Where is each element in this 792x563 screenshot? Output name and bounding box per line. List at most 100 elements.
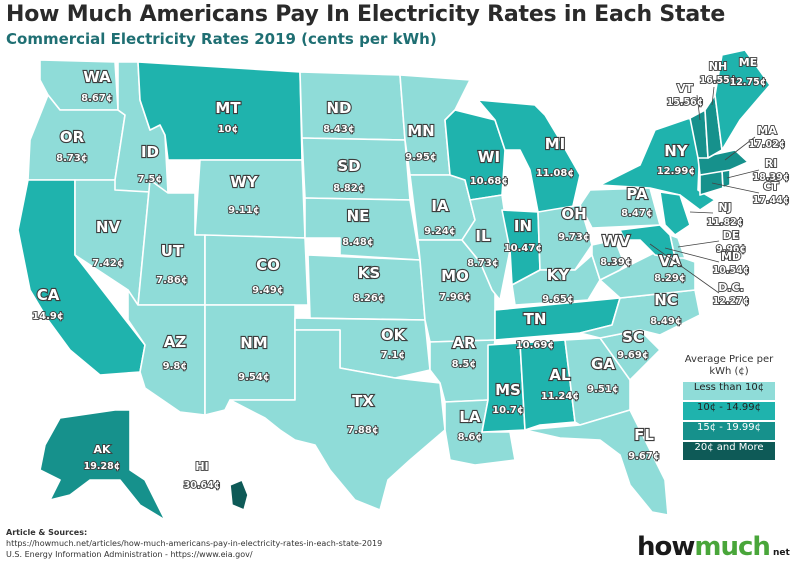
state-label-ky: KY xyxy=(547,266,571,284)
state-label-mt: MT xyxy=(215,99,241,117)
leader-line-de xyxy=(677,240,720,248)
state-price-mt: 10¢ xyxy=(218,124,239,135)
state-price-wi: 10.68¢ xyxy=(470,176,509,187)
state-fl xyxy=(524,409,669,516)
state-price-az: 9.8¢ xyxy=(163,361,188,372)
state-label-sd: SD xyxy=(337,157,360,175)
state-price-pa: 8.47¢ xyxy=(621,208,653,219)
state-wy xyxy=(194,159,306,239)
state-price-ky: 9.65¢ xyxy=(542,294,574,305)
state-price-ak: 19.28¢ xyxy=(84,461,121,472)
state-label-dc.: D.C. xyxy=(718,281,744,294)
state-price-in: 10.47¢ xyxy=(504,243,543,254)
howmuch-logo: howmuch net xyxy=(637,532,790,562)
state-label-nd: ND xyxy=(326,99,351,117)
state-price-hi: 30.64¢ xyxy=(184,480,221,491)
page-title: How Much Americans Pay In Electricity Ra… xyxy=(6,2,726,27)
state-nm xyxy=(204,304,296,416)
logo-much: much xyxy=(694,532,771,562)
state-price-tn: 10.69¢ xyxy=(516,340,555,351)
state-label-id: ID xyxy=(141,143,159,161)
state-price-or: 8.73¢ xyxy=(56,153,88,164)
state-price-ny: 12.99¢ xyxy=(657,166,696,177)
state-price-md: 10.54¢ xyxy=(713,265,750,276)
sources-link-article[interactable]: https://howmuch.net/articles/how-much-am… xyxy=(6,539,383,548)
state-price-ok: 7.1¢ xyxy=(381,350,406,361)
state-al xyxy=(519,339,576,431)
legend-item-tier4: 20¢ and More xyxy=(683,442,775,460)
state-label-ak: AK xyxy=(93,443,111,456)
state-co xyxy=(204,234,309,306)
state-label-wi: WI xyxy=(478,148,500,166)
state-price-co: 9.49¢ xyxy=(252,285,284,296)
state-label-in: IN xyxy=(514,217,532,235)
state-nj xyxy=(659,191,691,236)
state-label-tn: TN xyxy=(524,310,547,328)
leader-line-ri xyxy=(726,169,760,179)
state-ny xyxy=(599,117,716,211)
state-label-ia: IA xyxy=(431,197,449,215)
sources: Article & Sources: https://howmuch.net/a… xyxy=(6,527,382,560)
state-ak xyxy=(39,409,166,521)
state-label-ok: OK xyxy=(381,326,407,344)
state-label-al: AL xyxy=(549,366,571,384)
state-price-nd: 8.43¢ xyxy=(323,124,355,135)
leader-line-vt xyxy=(696,94,701,121)
state-label-mo: MO xyxy=(441,267,469,285)
state-label-sc: SC xyxy=(622,328,644,346)
state-ne xyxy=(304,197,421,261)
state-ms xyxy=(481,342,526,433)
state-price-ks: 8.26¢ xyxy=(353,293,385,304)
state-price-ut: 7.86¢ xyxy=(156,275,188,286)
legend-item-tier2: 10¢ - 14.99¢ xyxy=(683,402,775,420)
sources-link-eia[interactable]: U.S. Energy Information Administration -… xyxy=(6,550,253,559)
state-price-ri: 18.39¢ xyxy=(753,172,790,183)
state-label-wy: WY xyxy=(230,173,259,191)
state-label-ri: RI xyxy=(765,157,778,170)
state-label-mi: MI xyxy=(545,135,566,153)
state-price-al: 11.24¢ xyxy=(541,391,580,402)
state-label-ms: MS xyxy=(495,381,521,399)
state-label-ca: CA xyxy=(37,286,60,304)
leader-line-ma xyxy=(724,136,756,161)
state-price-oh: 9.73¢ xyxy=(558,232,590,243)
state-label-ne: NE xyxy=(347,207,370,225)
state-oh xyxy=(537,204,593,271)
state-label-ks: KS xyxy=(358,264,380,282)
state-price-ma: 17.02¢ xyxy=(749,139,786,150)
state-label-oh: OH xyxy=(561,205,586,223)
state-price-ar: 8.5¢ xyxy=(452,359,477,370)
state-price-nc: 8.49¢ xyxy=(650,316,682,327)
state-label-nc: NC xyxy=(654,291,678,309)
leader-line-ct xyxy=(711,182,760,194)
state-price-dc.: 12.27¢ xyxy=(713,296,750,307)
state-label-ar: AR xyxy=(452,334,476,352)
leader-line-md xyxy=(664,247,720,263)
state-price-mn: 9.95¢ xyxy=(405,152,437,163)
legend: Average Price per kWh (¢) Less than 10¢ 1… xyxy=(683,354,775,462)
legend-title: Average Price per kWh (¢) xyxy=(684,354,774,377)
state-wv xyxy=(591,239,626,281)
state-label-nv: NV xyxy=(96,218,121,236)
state-price-nm: 9.54¢ xyxy=(238,372,270,383)
state-price-la: 8.6¢ xyxy=(458,432,483,443)
state-label-de: DE xyxy=(723,229,740,242)
sources-heading: Article & Sources: xyxy=(6,528,88,537)
state-label-ma: MA xyxy=(757,124,777,137)
state-md xyxy=(619,224,676,259)
state-tx xyxy=(229,329,446,511)
state-label-or: OR xyxy=(60,128,85,146)
state-price-nv: 7.42¢ xyxy=(92,258,124,269)
state-label-mn: MN xyxy=(407,122,434,140)
state-pa xyxy=(579,187,661,229)
state-price-sd: 8.82¢ xyxy=(333,183,365,194)
state-label-vt: VT xyxy=(677,82,694,95)
state-price-de: 9.96¢ xyxy=(716,244,746,255)
state-label-me: ME xyxy=(739,56,757,69)
state-label-nh: NH xyxy=(709,60,727,73)
logo-how: how xyxy=(637,532,695,562)
state-me xyxy=(714,49,771,151)
leader-line-dc. xyxy=(649,243,720,294)
state-label-nm: NM xyxy=(240,334,267,352)
state-label-wv: WV xyxy=(602,232,631,250)
